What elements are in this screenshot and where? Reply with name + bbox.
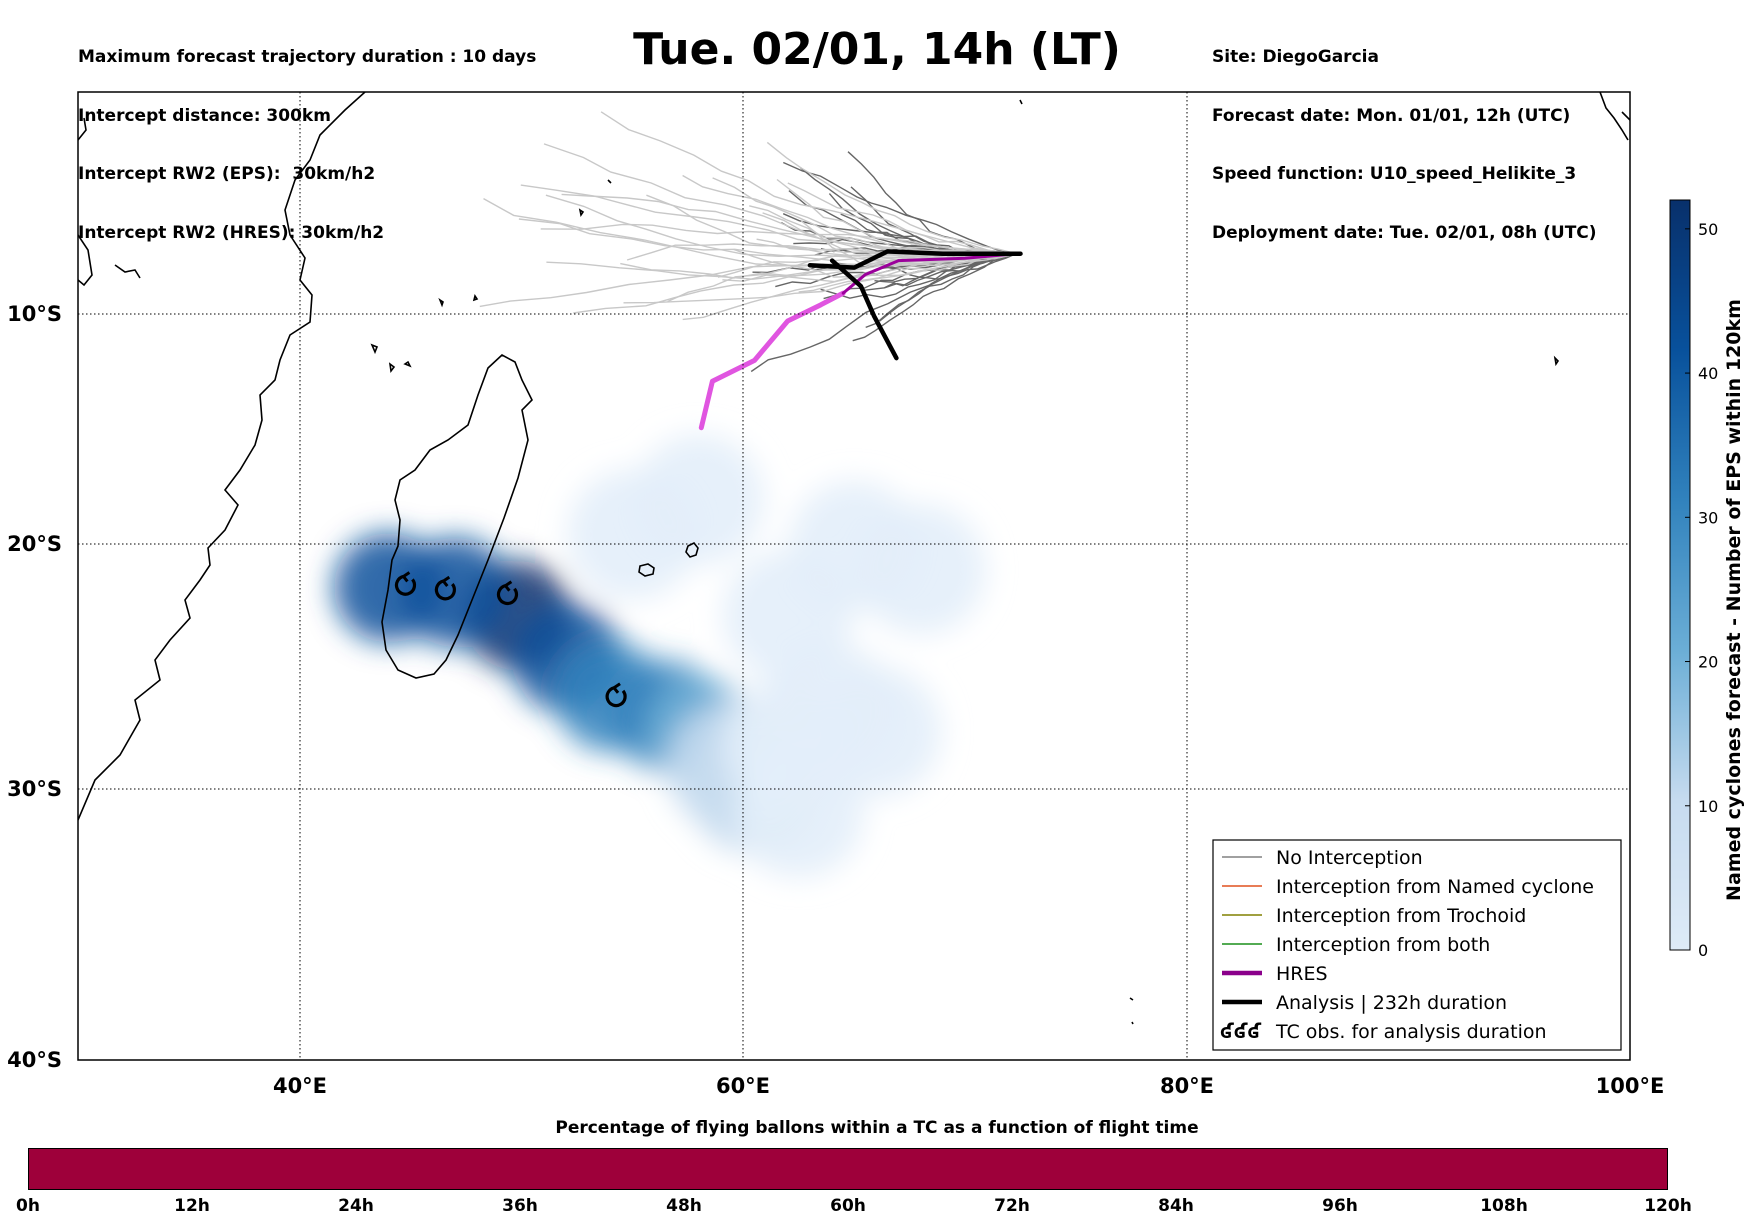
colorbar-tick-label: 20 [1698,653,1718,672]
timeline-tick-label: 12h [174,1196,210,1216]
header-left-line: Intercept RW2 (HRES): 30km/h2 [78,222,385,243]
ensemble-track [518,218,1017,262]
header-left-line: Maximum forecast trajectory duration : 1… [78,47,537,67]
timeline-tick-label: 96h [1322,1196,1358,1216]
legend-box [1212,839,1622,1051]
header-right-line: Speed function: U10_speed_Helikite_3 [1212,164,1577,184]
seychelles-islands [438,99,1023,308]
cyclone-density-field [333,434,986,878]
legend-label-named-cyclone: Interception from Named cyclone [1276,876,1594,898]
header-right-line: Site: DiegoGarcia [1212,47,1379,67]
ensemble-track [623,253,1017,304]
coastlines [78,92,1630,1025]
timeline-tick-label: 0h [16,1196,40,1216]
colorbar-right-bar [1669,199,1691,951]
ensemble-track [750,253,1017,373]
ensemble-track [847,151,1017,259]
lon-label-60e: 60°E [716,1074,770,1098]
small-islands-east [1129,355,1560,1025]
legend-label-both: Interception from both [1276,934,1490,956]
timeline-tick-label: 120h [1644,1196,1692,1216]
hres-track [698,290,846,431]
lat-label-30s: 30°S [7,777,62,801]
timeline-tick-label: 36h [502,1196,538,1216]
timeline-tick-label: 60h [830,1196,866,1216]
tc-observation-symbol [434,579,456,601]
ensemble-track [783,161,1017,255]
lat-label-40s: 40°S [7,1048,62,1072]
madagascar-coastline [381,354,533,679]
tc-observation-symbol [394,574,417,596]
legend-swatch-tc-obs: ʛʛʛ [1220,1019,1261,1043]
timeline-tick-label: 72h [994,1196,1030,1216]
header-right: Site: DiegoGarcia Forecast date: Mon. 01… [1212,9,1597,263]
header-right-line: Deployment date: Tue. 02/01, 08h (UTC) [1212,222,1597,243]
island-reunion [638,563,655,577]
legend: No Interception Interception from Named … [1212,839,1622,1051]
timeline-tick-label: 24h [338,1196,374,1216]
density-blob [733,747,864,878]
density-blob [567,469,698,600]
lon-label-100e: 100°E [1596,1074,1665,1098]
tc-observation-tail [442,575,451,588]
legend-label-tc-obs: TC obs. for analysis duration [1275,1021,1547,1043]
map-figure: 10°S 20°S 30°S 40°S 40°E 60°E 80°E 100°E… [7,91,1745,1098]
tc-observations [394,571,627,708]
tc-observation-tail [402,571,411,583]
island-mauritius [685,541,699,558]
ensemble-track [520,184,1017,255]
tc-observation-symbol [605,686,627,708]
colorbar-tick-label: 50 [1698,220,1718,239]
timeline-title: Percentage of flying ballons within a TC… [555,1118,1199,1138]
legend-label-no-interception: No Interception [1276,847,1423,869]
gridlines [78,92,1630,1060]
legend-label-hres: HRES [1276,963,1328,985]
legend-label-trochoid: Interception from Trochoid [1276,905,1526,927]
colorbar-right-label: Named cyclones forecast - Number of EPS … [1723,299,1745,901]
timeline-tick-label: 84h [1158,1196,1194,1216]
analysis-track-branch [829,258,899,361]
tc-observation-symbol [496,584,519,606]
arabia-coastline [78,117,141,287]
ensemble-track [545,194,1017,265]
page-title: Tue. 02/01, 14h (LT) [633,24,1121,75]
density-blob [722,550,853,681]
ensemble-track [787,182,1017,255]
timeline-bar [28,1148,1668,1190]
lon-label-80e: 80°E [1160,1074,1214,1098]
ensemble-track [766,141,1017,255]
lat-label-10s: 10°S [7,302,62,326]
colorbar-tick-label: 30 [1698,508,1718,527]
header-left-line: Intercept RW2 (EPS): 30km/h2 [78,164,376,184]
tc-observation-tail [612,682,621,694]
colorbar-right: 0 10 20 30 40 50 Named cyclones forecast - Nu… [1669,199,1745,960]
tc-observation-tail [504,580,513,592]
comoros-islands [370,343,412,374]
legend-label-analysis: Analysis | 232h duration [1276,992,1507,1014]
australia-corner [1599,92,1630,141]
header-left: Maximum forecast trajectory duration : 1… [78,9,536,263]
africa-coastline [78,92,366,821]
colorbar-tick-label: 40 [1698,364,1718,383]
colorbar-tick-label: 0 [1698,941,1708,960]
map-frame [77,91,1631,1061]
density-blob [855,504,986,635]
colorbar-tick-label: 10 [1698,797,1718,816]
lon-label-40e: 40°E [273,1074,327,1098]
timeline-tick-label: 48h [666,1196,702,1216]
density-blob [811,666,942,797]
lat-label-20s: 20°S [7,532,62,556]
header-left-line: Intercept distance: 300km [78,105,331,126]
header-right-line: Forecast date: Mon. 01/01, 12h (UTC) [1212,105,1571,126]
ensemble-tracks [479,111,1017,373]
timeline-tick-label: 108h [1480,1196,1528,1216]
